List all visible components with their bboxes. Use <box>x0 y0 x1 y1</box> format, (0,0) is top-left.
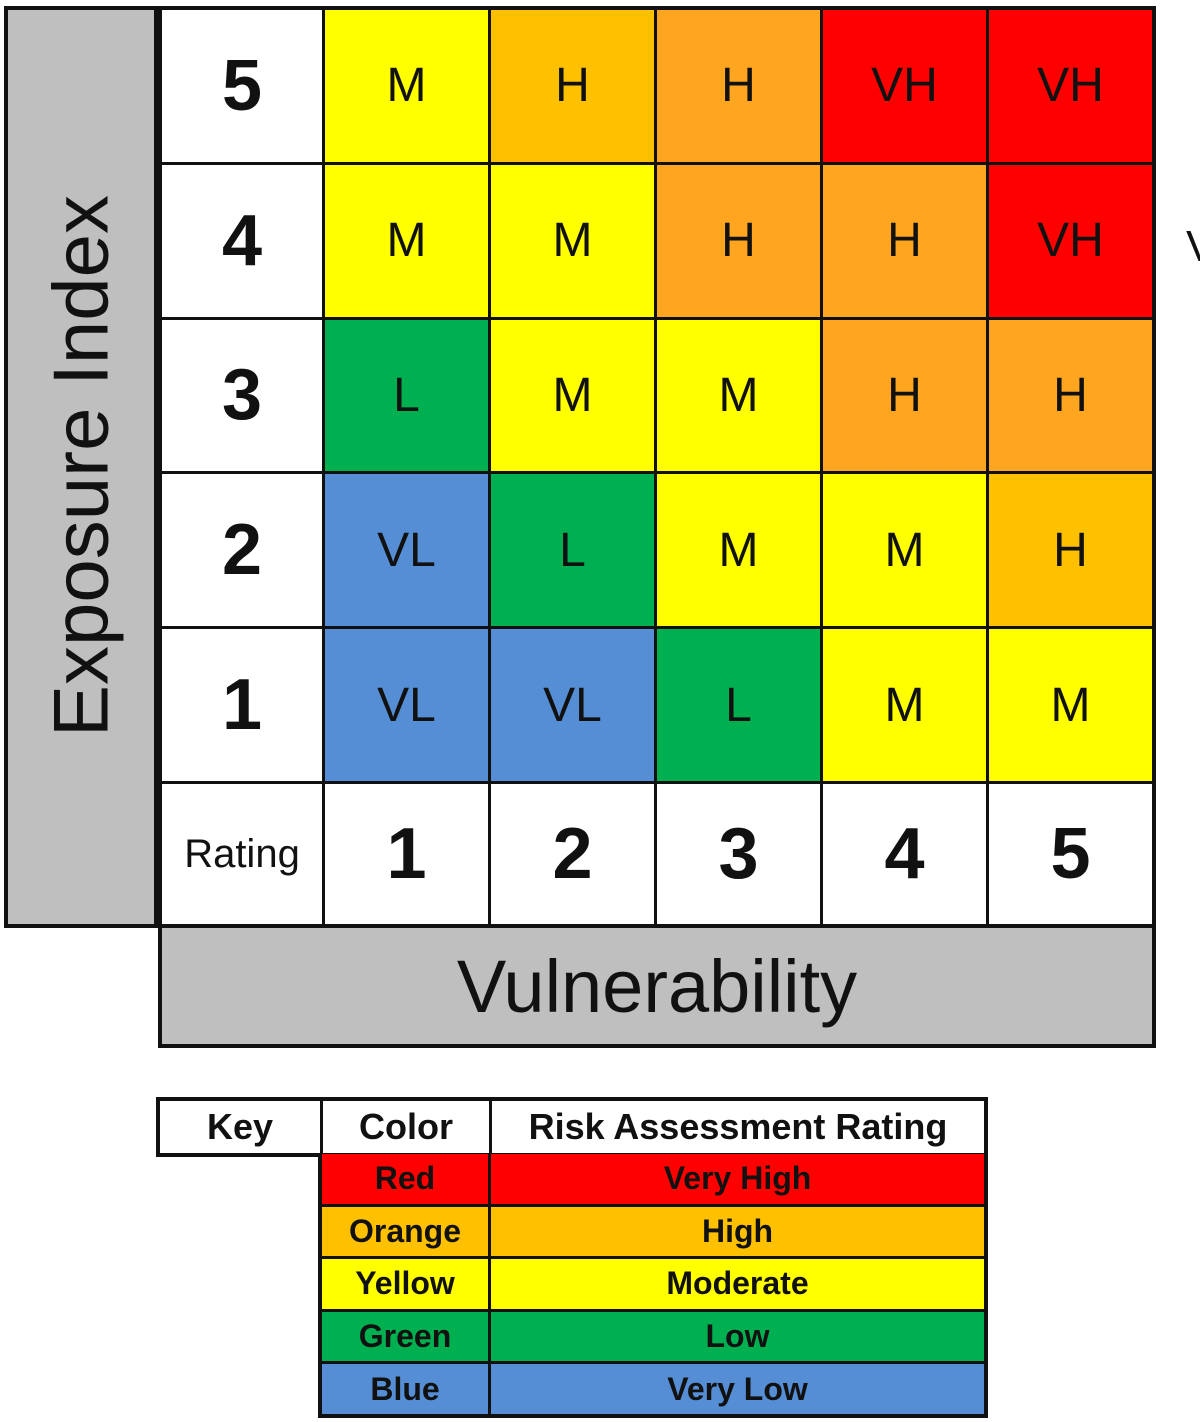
risk-cell: VL <box>491 629 654 781</box>
risk-matrix: 5 M H H VH VH 4 M M H H VH 3 L M M H H 2 VL L M M H 1 VL VL L M M Rati… <box>158 6 1156 928</box>
vulnerability-rating: 1 <box>325 784 488 924</box>
exposure-index-label: Exposure Index <box>36 194 125 738</box>
rating-label: Rating <box>162 784 322 924</box>
key-color-name: Blue <box>322 1364 488 1414</box>
risk-cell: M <box>823 629 986 781</box>
risk-cell: H <box>989 319 1152 472</box>
risk-cell: H <box>823 319 986 472</box>
vulnerability-rating: 4 <box>823 784 986 924</box>
key-risk-rating: Low <box>491 1311 984 1362</box>
vulnerability-rating: 5 <box>989 784 1152 924</box>
exposure-rating: 2 <box>162 474 322 627</box>
vulnerability-label: Vulnerability <box>456 944 858 1028</box>
key-risk-rating: Very High <box>491 1154 984 1204</box>
key-header-key: Key <box>160 1101 320 1153</box>
exposure-index-axis <box>4 6 158 928</box>
key-table-body: Red Very High Orange High Yellow Moderate Gree… <box>318 1154 988 1418</box>
risk-cell: L <box>491 474 654 627</box>
risk-cell: H <box>657 10 820 162</box>
key-risk-rating: High <box>491 1206 984 1257</box>
key-color-name: Red <box>322 1154 488 1204</box>
risk-cell: M <box>325 10 488 162</box>
key-color-name: Orange <box>322 1206 488 1257</box>
exposure-rating: 3 <box>162 319 322 472</box>
risk-cell: M <box>491 319 654 472</box>
vulnerability-rating: 3 <box>657 784 820 924</box>
risk-cell: H <box>657 164 820 317</box>
key-risk-rating: Very Low <box>491 1364 984 1414</box>
risk-cell: M <box>989 629 1152 781</box>
vulnerability-rating: 2 <box>491 784 654 924</box>
exposure-rating: 5 <box>162 10 322 162</box>
edge-glyph: V <box>1186 222 1200 272</box>
risk-cell: VL <box>325 474 488 627</box>
risk-cell: VH <box>989 10 1152 162</box>
risk-cell: M <box>657 474 820 627</box>
key-header-color: Color <box>323 1101 489 1153</box>
risk-cell: VH <box>823 10 986 162</box>
risk-cell: M <box>325 164 488 317</box>
risk-cell: H <box>491 10 654 162</box>
exposure-rating: 1 <box>162 629 322 781</box>
key-header-rating: Risk Assessment Rating <box>492 1101 984 1153</box>
key-color-name: Green <box>322 1311 488 1362</box>
key-risk-rating: Moderate <box>491 1259 984 1309</box>
risk-cell: M <box>657 319 820 472</box>
risk-cell: L <box>657 629 820 781</box>
key-color-name: Yellow <box>322 1259 488 1309</box>
exposure-rating: 4 <box>162 164 322 317</box>
risk-cell: M <box>823 474 986 627</box>
risk-cell: H <box>989 474 1152 627</box>
risk-cell: VL <box>325 629 488 781</box>
risk-cell: H <box>823 164 986 317</box>
risk-cell: L <box>325 319 488 472</box>
risk-cell: VH <box>989 164 1152 317</box>
vulnerability-axis: Vulnerability <box>158 928 1156 1048</box>
risk-cell: M <box>491 164 654 317</box>
key-table-header: Key Color Risk Assessment Rating <box>156 1097 988 1157</box>
